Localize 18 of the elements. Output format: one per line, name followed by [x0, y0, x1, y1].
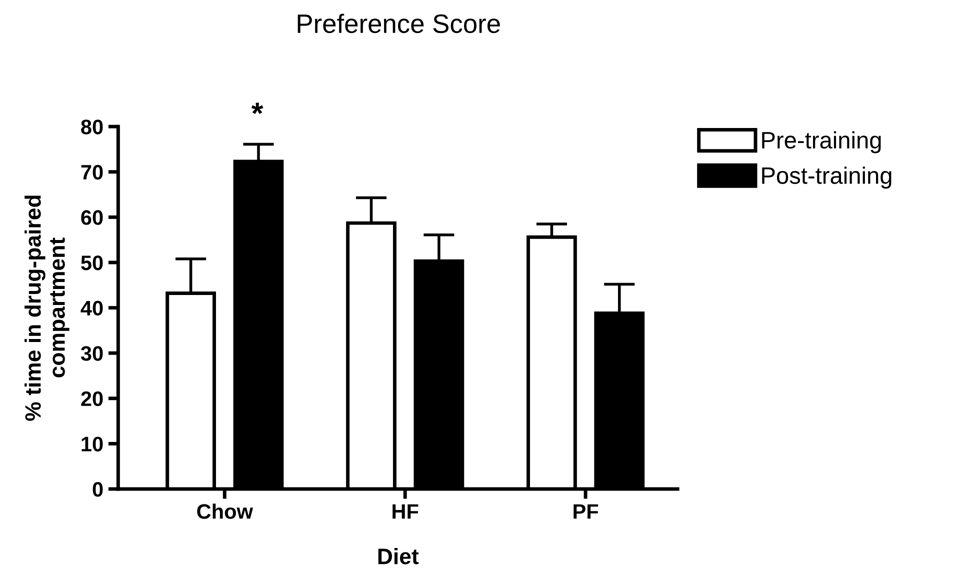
y-tick-label: 30	[80, 346, 103, 361]
y-tick-label: 40	[80, 300, 103, 316]
legend-label: Post-training	[762, 166, 892, 189]
y-tick-label: 0	[92, 482, 103, 497]
y-tick-label: 60	[81, 210, 103, 225]
x-tick-label: PF	[574, 504, 598, 519]
y-tick-label: 70	[81, 164, 103, 180]
legend-label: Pre-training	[762, 131, 881, 154]
y-tick-label: 10	[82, 436, 103, 452]
text: *	[251, 102, 264, 114]
y-tick-label: 80	[81, 120, 103, 134]
y-axis-title: % time in drug-paired compartment	[24, 196, 70, 421]
chart-title: Preference Score	[298, 14, 500, 34]
y-tick-label: 50	[81, 255, 103, 270]
x-axis-title: Diet	[378, 548, 419, 564]
x-tick-label: HF	[392, 504, 418, 519]
y-tick-label: 20	[81, 391, 103, 406]
x-tick-label: Chow	[197, 504, 254, 519]
